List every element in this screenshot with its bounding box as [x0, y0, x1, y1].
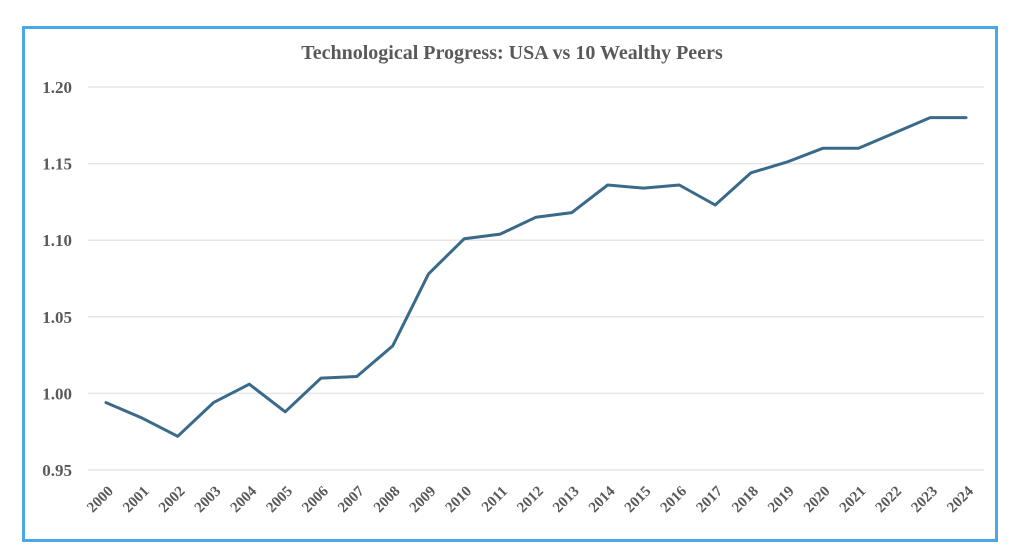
x-tick-label: 2007 — [335, 483, 368, 516]
x-tick-label: 2016 — [658, 483, 691, 516]
x-tick-label: 2009 — [407, 484, 440, 517]
x-tick-label: 2019 — [765, 484, 798, 517]
y-tick-label: 1.10 — [42, 231, 72, 250]
y-tick-label: 1.00 — [42, 384, 72, 403]
series-line — [104, 116, 968, 438]
gridlines — [88, 86, 984, 471]
y-tick-label: 0.95 — [42, 461, 72, 480]
chart-frame — [22, 26, 998, 542]
x-tick-label: 2013 — [550, 484, 583, 517]
x-tick-label: 2022 — [873, 484, 906, 517]
x-tick-label: 2020 — [801, 484, 834, 517]
x-tick-label: 2023 — [908, 484, 941, 517]
x-tick-label: 2005 — [263, 484, 296, 517]
series-layer — [104, 116, 968, 438]
x-tick-label: 2018 — [729, 484, 762, 517]
x-tick-label: 2012 — [514, 484, 547, 517]
x-tick-label: 2008 — [371, 484, 404, 517]
x-tick-label: 2015 — [622, 484, 655, 517]
y-tick-label: 1.20 — [42, 78, 72, 97]
x-tick-label: 2017 — [693, 483, 726, 516]
x-tick-label: 2021 — [837, 484, 870, 517]
x-tick-label: 2003 — [192, 484, 225, 517]
x-tick-label: 2002 — [156, 484, 189, 517]
x-tick-label: 2006 — [299, 483, 332, 516]
y-tick-label: 1.05 — [42, 308, 72, 327]
x-tick-label: 2014 — [586, 483, 619, 516]
chart-title: Technological Progress: USA vs 10 Wealth… — [301, 42, 723, 64]
x-tick-label: 2011 — [479, 484, 511, 516]
x-axis-ticks: 2000 2001 2002 2003 2004 2005 2006 2007 2008 2009… — [84, 483, 977, 516]
x-tick-label: 2010 — [443, 484, 476, 517]
y-tick-label: 1.15 — [42, 155, 72, 174]
x-tick-label: 2024 — [944, 483, 977, 516]
x-tick-label: 2001 — [120, 484, 153, 517]
x-tick-label: 2004 — [228, 483, 261, 516]
y-axis-ticks: 0.95 1.00 1.05 1.10 1.15 1.20 — [42, 78, 72, 480]
x-tick-label: 2000 — [84, 484, 117, 517]
